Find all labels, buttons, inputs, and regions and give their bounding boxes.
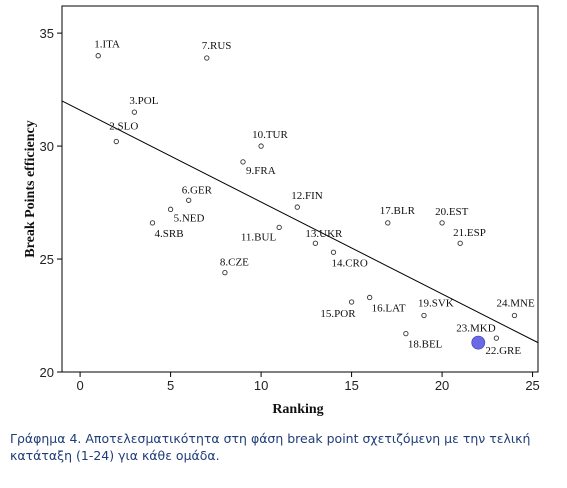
fit-line — [61, 100, 539, 344]
data-point — [149, 220, 156, 226]
data-point — [167, 206, 174, 212]
point-label: 24.MNE — [496, 298, 534, 310]
point-label: 22.GRE — [485, 345, 521, 357]
x-tick-label: 25 — [525, 378, 539, 393]
y-tick-label: 25 — [40, 252, 54, 267]
x-axis-title: Ranking — [272, 402, 323, 417]
data-point — [421, 312, 427, 319]
data-points — [95, 53, 518, 350]
data-point — [403, 330, 409, 337]
x-tick-label: 20 — [435, 378, 449, 393]
plot-area — [61, 5, 539, 373]
y-tick-label: 35 — [40, 26, 54, 41]
point-label: 7.RUS — [202, 40, 232, 52]
data-point — [348, 299, 355, 305]
point-label: 9.FRA — [246, 165, 276, 177]
x-tick-label: 5 — [167, 378, 174, 393]
data-point — [330, 249, 337, 255]
point-label: 2.SLO — [109, 121, 138, 133]
point-label: 14.CRO — [331, 257, 367, 269]
data-point — [95, 53, 101, 59]
point-label: 4.SRB — [154, 228, 183, 240]
point-label: 8.CZE — [220, 257, 249, 269]
point-label: 10.TUR — [252, 129, 288, 141]
point-label: 17.BLR — [380, 205, 416, 217]
x-axis-ticks: 0 5 10 15 20 25 — [76, 372, 540, 393]
y-tick-label: 20 — [40, 365, 54, 380]
data-point — [439, 220, 445, 226]
data-point — [511, 312, 518, 319]
highlighted-data-point — [471, 335, 486, 350]
point-label: 6.GER — [182, 184, 213, 196]
data-point — [294, 204, 300, 210]
point-label: 20.EST — [435, 206, 469, 218]
point-label: 15.POR — [320, 308, 356, 320]
figure-caption: Γράφημα 4. Αποτελεσματικότητα στη φάση b… — [10, 431, 531, 463]
point-labels: 1.ITA 2.SLO 3.POL 4.SRB 5.NED 6.GER 7.RUS 8.CZE… — [94, 39, 535, 357]
data-point — [312, 240, 319, 246]
data-point — [258, 143, 264, 149]
data-point — [276, 224, 282, 231]
scatter-chart: 0 5 10 15 20 25 20 25 30 35 1.ITA 2.SLO 3.POL 4.SRB… — [23, 5, 540, 417]
data-point — [457, 240, 463, 246]
y-axis-ticks: 20 25 30 35 — [40, 26, 62, 380]
point-label: 3.POL — [129, 95, 158, 107]
data-point — [240, 159, 246, 165]
data-point — [385, 220, 391, 226]
data-point — [186, 197, 192, 203]
data-point — [113, 138, 119, 145]
point-label: 19.SVK — [418, 298, 454, 310]
x-tick-label: 10 — [254, 378, 268, 393]
x-tick-label: 15 — [344, 378, 358, 393]
point-label: 18.BEL — [408, 339, 443, 351]
data-point — [131, 109, 138, 115]
data-point — [367, 294, 373, 301]
point-label: 12.FIN — [291, 190, 323, 202]
x-tick-label: 0 — [76, 378, 83, 393]
data-point — [493, 335, 500, 341]
y-tick-label: 30 — [40, 139, 54, 154]
data-point — [204, 55, 210, 61]
point-label: 1.ITA — [94, 39, 120, 51]
point-label: 13.UKR — [305, 228, 343, 240]
point-label: 16.LAT — [372, 302, 406, 314]
point-label: 5.NED — [174, 212, 205, 224]
point-label: 11.BUL — [241, 231, 277, 243]
point-label: 23.MKD — [456, 323, 495, 335]
y-axis-title: Break Points efficiency — [23, 120, 38, 257]
data-point — [222, 269, 228, 276]
point-label: 21.ESP — [453, 227, 486, 239]
